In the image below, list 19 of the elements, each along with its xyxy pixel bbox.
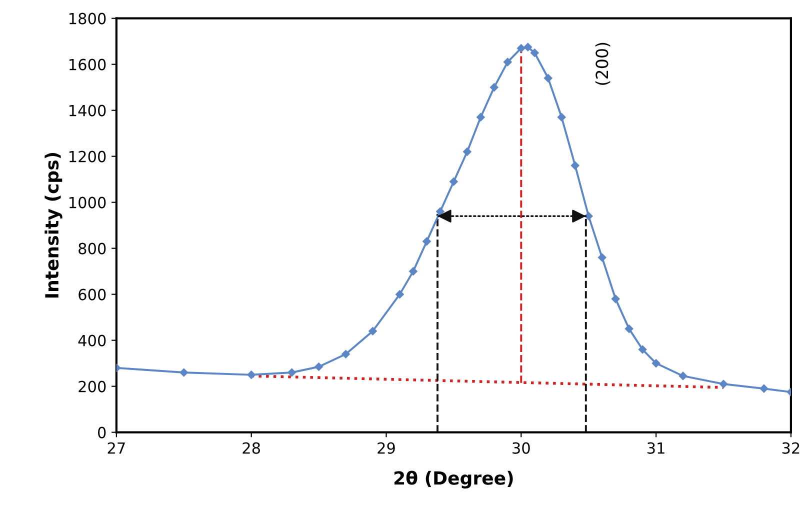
x-tick-label: 29 — [378, 442, 395, 454]
annotation: (200) — [595, 42, 610, 85]
x-tick-label: 28 — [242, 442, 260, 454]
y-tick-label: 800 — [78, 242, 106, 254]
y-tick-label: 600 — [78, 288, 106, 300]
y-tick-label: 1400 — [70, 104, 106, 116]
x-axis-title: 2θ (Degree) — [394, 470, 513, 488]
x-tick-label: 27 — [108, 442, 125, 454]
x-tick-label: 31 — [647, 442, 664, 454]
y-tick-label: 1800 — [70, 12, 106, 24]
y-tick-label: 1200 — [70, 150, 106, 162]
x-tick-label: 30 — [512, 442, 530, 454]
x-tick-label: 32 — [782, 442, 800, 454]
y-tick-label: 1600 — [70, 58, 106, 70]
y-tick-label: 0 — [98, 426, 106, 438]
y-tick-label: 400 — [78, 334, 106, 346]
y-tick-label: 200 — [78, 380, 106, 392]
y-axis-title: Intensity (cps) — [44, 152, 62, 298]
y-tick-label: 1000 — [70, 196, 106, 208]
